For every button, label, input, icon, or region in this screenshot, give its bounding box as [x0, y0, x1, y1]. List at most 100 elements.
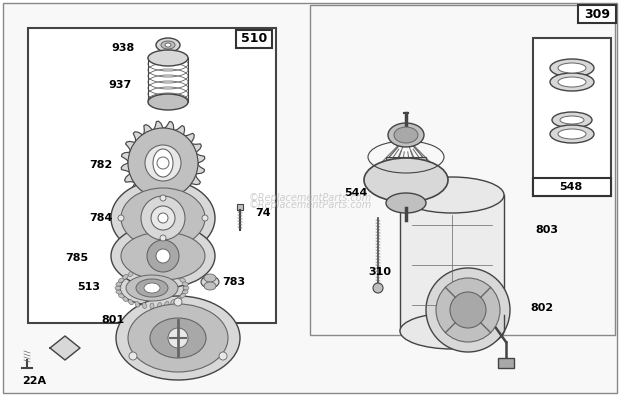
Text: 309: 309	[584, 8, 610, 21]
Circle shape	[128, 128, 198, 198]
Ellipse shape	[116, 282, 122, 286]
Ellipse shape	[560, 116, 584, 124]
Ellipse shape	[180, 278, 185, 282]
Polygon shape	[122, 121, 205, 205]
Ellipse shape	[143, 267, 146, 273]
Ellipse shape	[180, 293, 185, 298]
Bar	[386, 157, 426, 180]
Text: 803: 803	[535, 225, 558, 235]
Text: 544: 544	[345, 188, 368, 198]
Ellipse shape	[550, 125, 594, 143]
Ellipse shape	[388, 123, 424, 147]
Ellipse shape	[157, 267, 162, 273]
Text: 785: 785	[65, 253, 88, 263]
Text: 513: 513	[77, 282, 100, 292]
Text: 782: 782	[90, 160, 113, 170]
Ellipse shape	[182, 290, 188, 294]
Bar	[578, 5, 616, 23]
Circle shape	[426, 268, 510, 352]
Circle shape	[141, 196, 185, 240]
Ellipse shape	[364, 158, 448, 202]
Text: 310: 310	[368, 267, 391, 277]
Ellipse shape	[128, 304, 228, 372]
Bar	[236, 30, 272, 48]
Bar	[237, 204, 243, 210]
Circle shape	[151, 206, 175, 230]
Ellipse shape	[115, 286, 121, 290]
Ellipse shape	[144, 283, 160, 293]
Ellipse shape	[150, 318, 206, 358]
Ellipse shape	[161, 41, 175, 49]
Ellipse shape	[123, 274, 128, 279]
Circle shape	[129, 352, 137, 360]
Ellipse shape	[183, 286, 189, 290]
Ellipse shape	[116, 290, 122, 294]
Ellipse shape	[148, 50, 188, 66]
Circle shape	[160, 195, 166, 201]
Ellipse shape	[143, 303, 146, 308]
Ellipse shape	[157, 303, 162, 308]
Bar	[148, 58, 188, 102]
Circle shape	[160, 235, 166, 241]
Ellipse shape	[170, 299, 175, 305]
Text: ©ReplacementParts.com: ©ReplacementParts.com	[249, 193, 371, 203]
Ellipse shape	[153, 149, 173, 177]
Ellipse shape	[386, 193, 426, 213]
Polygon shape	[50, 336, 80, 360]
Circle shape	[168, 328, 188, 348]
Ellipse shape	[121, 232, 205, 280]
Ellipse shape	[128, 299, 133, 305]
Circle shape	[174, 298, 182, 306]
Ellipse shape	[394, 127, 418, 143]
Bar	[533, 178, 611, 196]
Ellipse shape	[150, 303, 154, 309]
Circle shape	[436, 278, 500, 342]
Text: 783: 783	[222, 277, 245, 287]
Ellipse shape	[118, 278, 124, 282]
Ellipse shape	[150, 267, 154, 273]
Ellipse shape	[182, 282, 188, 286]
Polygon shape	[400, 195, 504, 331]
Text: 938: 938	[112, 43, 135, 53]
Ellipse shape	[121, 188, 205, 248]
Bar	[498, 358, 514, 368]
Text: 802: 802	[530, 303, 553, 313]
Ellipse shape	[400, 313, 504, 349]
Text: 784: 784	[90, 213, 113, 223]
Ellipse shape	[400, 177, 504, 213]
Ellipse shape	[135, 269, 140, 274]
Ellipse shape	[123, 297, 128, 302]
Text: 548: 548	[559, 182, 583, 192]
Ellipse shape	[204, 274, 216, 282]
Circle shape	[450, 292, 486, 328]
Circle shape	[158, 213, 168, 223]
Ellipse shape	[135, 301, 140, 307]
Ellipse shape	[111, 180, 215, 256]
Ellipse shape	[176, 274, 181, 279]
Ellipse shape	[165, 43, 171, 47]
Text: 22A: 22A	[22, 376, 46, 386]
Ellipse shape	[148, 94, 188, 110]
Circle shape	[219, 352, 227, 360]
Circle shape	[118, 215, 124, 221]
Ellipse shape	[552, 112, 592, 128]
Ellipse shape	[558, 129, 586, 139]
Ellipse shape	[111, 224, 215, 288]
Ellipse shape	[558, 63, 586, 73]
Text: ©ReplacementParts.com: ©ReplacementParts.com	[249, 200, 371, 210]
Ellipse shape	[558, 77, 586, 87]
Circle shape	[157, 157, 169, 169]
Ellipse shape	[550, 73, 594, 91]
Bar	[533, 38, 611, 196]
Ellipse shape	[170, 271, 175, 276]
Bar	[310, 5, 615, 335]
Ellipse shape	[116, 296, 240, 380]
Text: 937: 937	[108, 80, 132, 90]
Ellipse shape	[176, 297, 181, 302]
Ellipse shape	[201, 276, 219, 288]
Ellipse shape	[128, 271, 133, 276]
Text: 74: 74	[255, 208, 270, 218]
Ellipse shape	[204, 282, 216, 290]
Ellipse shape	[136, 279, 168, 297]
Ellipse shape	[120, 271, 184, 305]
